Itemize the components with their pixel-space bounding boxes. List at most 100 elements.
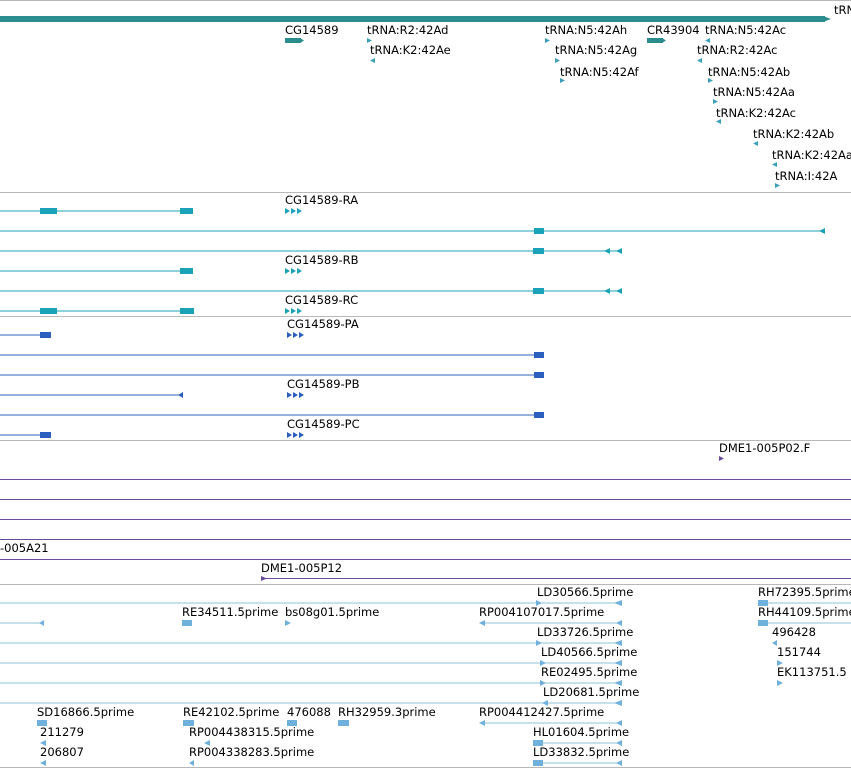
transcript-exon[interactable] — [533, 248, 544, 254]
gene-label[interactable]: tRNA:N5:42Ac — [705, 23, 786, 37]
est-label[interactable]: LD33832.5prime — [533, 745, 629, 759]
est-label[interactable]: RP004438315.5prime — [189, 725, 314, 739]
est-label[interactable]: 206807 — [40, 745, 84, 759]
est-label[interactable]: RH72395.5prime — [758, 585, 851, 599]
trna-feature[interactable] — [555, 58, 560, 63]
trna-feature[interactable] — [713, 99, 718, 104]
est-label[interactable]: 211279 — [40, 725, 84, 739]
est-label[interactable]: RH44109.5prime — [758, 605, 851, 619]
est-arrow — [40, 740, 46, 746]
est-label[interactable]: HL01604.5prime — [533, 725, 629, 739]
clone-end-arrow — [719, 456, 724, 461]
gene-label[interactable]: tRNA:N5:42Aa — [713, 85, 795, 99]
est-label[interactable]: SD16866.5prime — [37, 705, 134, 719]
transcript-exon[interactable] — [40, 308, 57, 314]
est-label[interactable]: 151744 — [777, 645, 821, 659]
gene-label[interactable]: tRNA:R2:42Ac — [697, 43, 777, 57]
est-block[interactable] — [287, 720, 297, 726]
est-block[interactable] — [182, 620, 192, 626]
trna-feature[interactable] — [367, 38, 372, 43]
est-block[interactable] — [758, 620, 768, 626]
est-label[interactable]: LD40566.5prime — [541, 645, 637, 659]
est-block[interactable] — [37, 720, 47, 726]
transcript-exon[interactable] — [180, 308, 194, 314]
trna-feature[interactable] — [560, 78, 565, 83]
transcript-label[interactable]: CG14589-RC — [285, 293, 358, 307]
est-label[interactable]: RH32959.3prime — [338, 705, 436, 719]
gene-feature[interactable] — [285, 38, 301, 43]
clone-end-arrow — [261, 576, 267, 581]
est-label[interactable]: RE02495.5prime — [541, 665, 637, 679]
est-label[interactable]: RE34511.5prime — [182, 605, 278, 619]
protein-segment[interactable] — [534, 352, 544, 358]
est-label[interactable]: LD33726.5prime — [537, 625, 633, 639]
gene-feature[interactable] — [647, 38, 663, 43]
gene-label[interactable]: tRNA:N5:42Af — [560, 65, 640, 79]
est-block[interactable] — [533, 760, 543, 766]
gene-label[interactable]: tRNA:N5:42Ah — [545, 23, 627, 37]
gene-label[interactable]: CR43904 — [647, 23, 700, 37]
transcript-label[interactable]: CG14589-RB — [285, 253, 359, 267]
clone-label[interactable]: DME1-005P12 — [261, 561, 342, 575]
est-block[interactable] — [758, 600, 768, 606]
transcript-label[interactable]: CG14589-RA — [285, 193, 358, 207]
gene-span-bar[interactable] — [0, 16, 825, 22]
trna-feature[interactable] — [697, 58, 702, 63]
gene-label[interactable]: tRNA:R2:42Ad — [367, 23, 448, 37]
trna-feature[interactable] — [370, 58, 375, 63]
trna-feature[interactable] — [716, 119, 721, 124]
strand-arrow — [178, 392, 183, 398]
est-arrow — [542, 700, 548, 706]
transcript-exon[interactable] — [533, 288, 544, 294]
est-label[interactable]: LD30566.5prime — [537, 585, 633, 599]
trna-feature[interactable] — [705, 38, 710, 43]
est-block[interactable] — [183, 720, 194, 726]
est-block[interactable] — [338, 720, 349, 726]
protein-segment[interactable] — [40, 332, 51, 338]
gene-label[interactable]: tRN — [834, 3, 851, 17]
clone-label[interactable]: -005A21 — [0, 541, 49, 555]
gene-label[interactable]: tRNA:I:42A — [775, 169, 838, 183]
est-arrow — [479, 620, 485, 626]
est-arrow — [616, 620, 622, 626]
trna-feature[interactable] — [708, 78, 713, 83]
clone-label[interactable]: DME1-005P02.F — [719, 441, 810, 455]
est-arrow — [772, 640, 777, 646]
protein-segment[interactable] — [534, 412, 544, 418]
transcript-exon[interactable] — [40, 208, 57, 214]
gene-label[interactable]: tRNA:K2:42Aa — [772, 148, 851, 162]
protein-label[interactable]: CG14589-PA — [287, 317, 359, 331]
est-label[interactable]: bs08g01.5prime — [285, 605, 379, 619]
protein-label[interactable]: CG14589-PB — [287, 377, 360, 391]
gene-label[interactable]: tRNA:N5:42Ag — [555, 43, 637, 57]
transcript-exon[interactable] — [180, 268, 193, 274]
est-arrow — [777, 680, 783, 686]
gene-label[interactable]: tRNA:K2:42Ae — [370, 43, 451, 57]
est-label[interactable]: RP004107017.5prime — [479, 605, 604, 619]
protein-label[interactable]: CG14589-PC — [287, 417, 360, 431]
est-label[interactable]: RP004338283.5prime — [189, 745, 314, 759]
strand-arrow — [293, 332, 298, 338]
gene-label[interactable]: CG14589 — [285, 23, 339, 37]
transcript-exon[interactable] — [180, 208, 193, 214]
est-label[interactable]: RE42102.5prime — [183, 705, 279, 719]
gene-label[interactable]: tRNA:N5:42Ab — [708, 65, 790, 79]
est-label[interactable]: 476088 — [287, 705, 331, 719]
est-label[interactable]: 496428 — [772, 625, 816, 639]
est-block[interactable] — [533, 740, 543, 746]
protein-segment[interactable] — [40, 432, 51, 438]
trna-feature[interactable] — [772, 162, 777, 167]
gene-label[interactable]: tRNA:K2:42Ac — [716, 106, 796, 120]
est-label[interactable]: EK113751.5 — [777, 665, 847, 679]
est-label[interactable]: LD20681.5prime — [543, 685, 639, 699]
est-label[interactable]: RP004412427.5prime — [479, 705, 604, 719]
protein-segment[interactable] — [534, 372, 544, 378]
strand-arrow — [291, 308, 296, 314]
transcript-exon[interactable] — [534, 228, 544, 234]
trna-feature[interactable] — [545, 38, 550, 43]
gene-label[interactable]: tRNA:K2:42Ab — [753, 127, 834, 141]
est-arrow — [616, 760, 622, 766]
trna-feature[interactable] — [775, 183, 780, 188]
trna-feature[interactable] — [753, 141, 758, 146]
